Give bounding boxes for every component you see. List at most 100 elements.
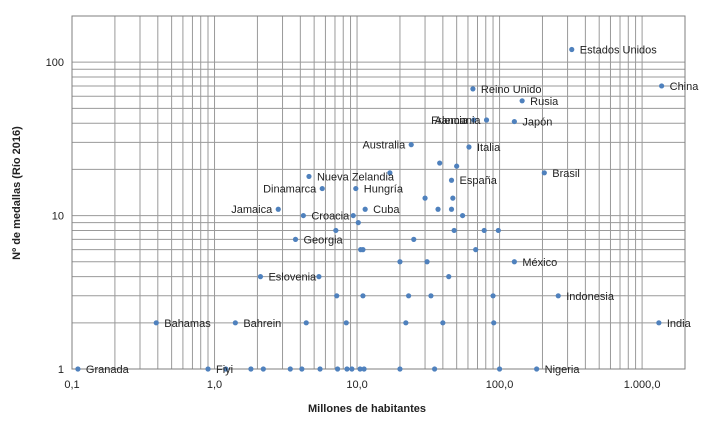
y-axis-ticks: 1 10 100 xyxy=(46,57,64,376)
point-label: Hungría xyxy=(364,184,404,196)
data-point xyxy=(397,259,403,265)
data-point xyxy=(223,366,229,372)
data-point xyxy=(491,320,497,326)
data-point xyxy=(357,366,363,372)
point-label: Indonesia xyxy=(566,291,615,303)
data-point xyxy=(470,86,476,92)
y-tick-label: 10 xyxy=(52,211,64,223)
data-point xyxy=(440,320,446,326)
data-point xyxy=(454,163,460,169)
point-label: Australia xyxy=(362,140,406,152)
data-point xyxy=(317,366,323,372)
data-point xyxy=(306,173,312,180)
data-point xyxy=(361,366,367,372)
data-point xyxy=(303,320,309,326)
data-point xyxy=(446,274,452,280)
data-point xyxy=(422,195,428,201)
data-point xyxy=(459,212,466,219)
data-point xyxy=(287,366,293,372)
data-point xyxy=(408,142,414,148)
data-point xyxy=(75,366,81,372)
point-label: Rusia xyxy=(530,96,559,108)
data-point xyxy=(319,185,325,192)
data-point xyxy=(350,212,356,219)
point-label: México xyxy=(522,257,557,269)
data-point xyxy=(473,247,479,253)
point-label: Italia xyxy=(477,142,501,154)
data-point xyxy=(260,366,266,372)
data-point xyxy=(569,46,575,53)
data-point xyxy=(448,206,455,212)
data-point xyxy=(299,366,305,372)
data-point xyxy=(232,320,238,326)
point-label: Fiyi xyxy=(216,364,233,376)
data-point xyxy=(435,206,441,212)
data-point xyxy=(362,206,368,212)
point-label: India xyxy=(667,318,692,330)
data-point xyxy=(349,366,355,372)
data-point xyxy=(292,236,299,242)
x-axis-ticks: 0,1 1,0 10,0 100,0 1.000,0 xyxy=(64,379,660,391)
data-point xyxy=(360,293,366,299)
point-label: Bahrein xyxy=(243,318,281,330)
data-point xyxy=(541,170,547,176)
data-point xyxy=(334,293,340,299)
data-point xyxy=(466,144,472,150)
data-point xyxy=(153,320,159,326)
data-point xyxy=(534,366,540,372)
data-point xyxy=(431,366,438,372)
point-label: Nueva Zelandia xyxy=(317,171,395,183)
point-label: Georgia xyxy=(304,234,344,246)
data-point xyxy=(451,227,457,234)
point-label: Nigeria xyxy=(545,364,581,376)
point-label: Reino Unido xyxy=(481,84,542,96)
data-point xyxy=(428,293,434,299)
point-label: Bahamas xyxy=(164,318,211,330)
data-point xyxy=(659,83,665,89)
point-label: Eslovenia xyxy=(268,272,317,284)
x-tick-label: 1.000,0 xyxy=(624,379,661,391)
x-tick-label: 10,0 xyxy=(346,379,367,391)
data-point xyxy=(275,206,281,212)
data-point xyxy=(344,366,350,372)
data-point xyxy=(406,293,412,299)
data-point xyxy=(300,212,306,219)
data-point xyxy=(333,227,339,234)
y-axis-title: Nº de medallas (Río 2016) xyxy=(11,126,23,260)
point-label: Francia xyxy=(431,115,469,127)
data-point xyxy=(248,366,254,372)
point-label: Brasil xyxy=(552,168,580,180)
data-point xyxy=(511,118,517,125)
point-label: Dinamarca xyxy=(263,184,317,196)
data-point xyxy=(257,274,264,280)
point-label: Granada xyxy=(86,364,130,376)
data-point xyxy=(397,366,403,372)
data-point xyxy=(411,236,417,242)
y-tick-label: 1 xyxy=(58,364,64,376)
x-tick-label: 100,0 xyxy=(486,379,514,391)
data-point xyxy=(448,177,455,183)
data-point xyxy=(437,160,443,166)
x-axis-title: Millones de habitantes xyxy=(308,403,426,415)
plot-area-border xyxy=(71,15,686,370)
data-point xyxy=(355,220,361,226)
data-point xyxy=(555,293,561,299)
data-point xyxy=(490,293,496,299)
data-point xyxy=(334,366,341,372)
data-point xyxy=(403,320,409,326)
data-point xyxy=(424,259,430,265)
point-label: Japón xyxy=(522,117,552,129)
data-point xyxy=(495,227,501,234)
point-label: España xyxy=(460,175,498,187)
data-point xyxy=(483,117,490,123)
data-point xyxy=(656,320,662,326)
data-point xyxy=(511,259,517,265)
x-tick-label: 0,1 xyxy=(64,379,79,391)
data-point xyxy=(316,274,322,280)
data-point xyxy=(360,247,366,253)
y-tick-label: 100 xyxy=(46,57,64,69)
data-point xyxy=(343,320,349,326)
point-label: Jamaica xyxy=(231,204,273,216)
data-point xyxy=(496,366,503,372)
data-point xyxy=(481,227,487,234)
